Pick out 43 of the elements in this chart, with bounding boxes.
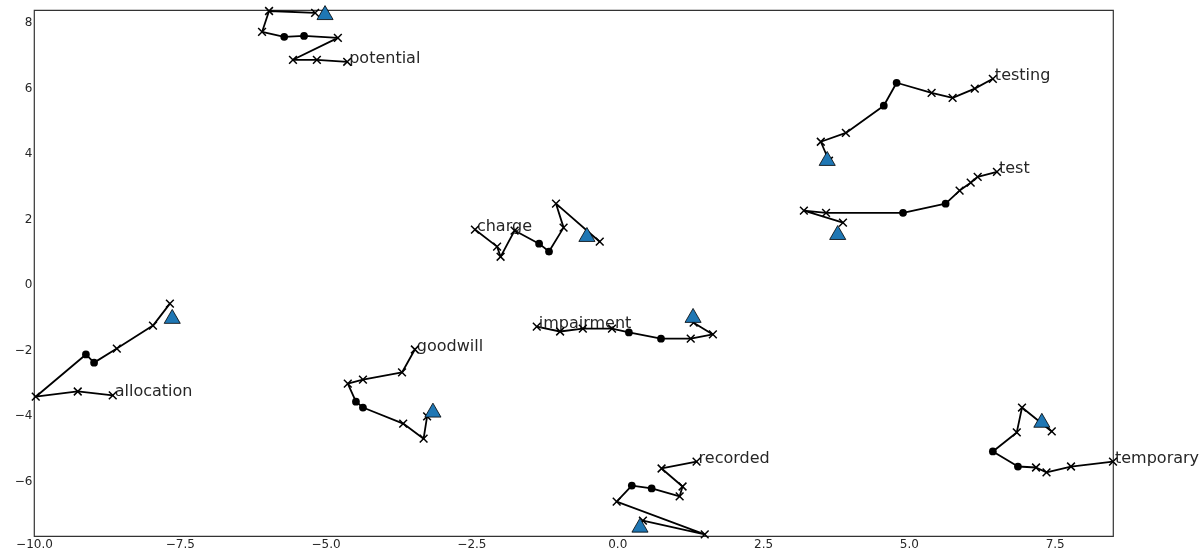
- x-tick-label: 0.0: [608, 536, 628, 551]
- x-tick-label: −2.5: [457, 536, 487, 551]
- y-tick-label: −4: [14, 408, 33, 423]
- series-label: goodwill: [416, 335, 484, 355]
- x-tick-label: −5.0: [311, 536, 341, 551]
- series-label: recorded: [698, 447, 770, 467]
- point: [657, 334, 665, 343]
- x-tick-label: 7.5: [1045, 536, 1065, 551]
- x-tick-label: −10.0: [16, 536, 53, 551]
- point: [941, 199, 950, 208]
- y-tick-label: 0: [24, 277, 33, 292]
- series-label: testing: [994, 64, 1051, 84]
- point: [535, 239, 543, 248]
- y-tick-label: −2: [14, 342, 33, 357]
- series-label: temporary: [1115, 447, 1199, 467]
- series-label: potential: [349, 47, 421, 67]
- line-series: [802, 171, 998, 224]
- point: [627, 481, 636, 490]
- x-tick-label: −7.5: [165, 536, 195, 551]
- x-tick-label: 5.0: [899, 536, 919, 551]
- y-tick-label: −6: [14, 473, 33, 488]
- point: [359, 403, 367, 412]
- y-tick-label: 8: [24, 14, 33, 29]
- point: [899, 209, 907, 217]
- point: [988, 447, 997, 456]
- point: [280, 33, 289, 41]
- point: [879, 101, 888, 110]
- point: [647, 484, 656, 493]
- point: [352, 397, 360, 406]
- series-label: impairment: [538, 312, 632, 332]
- series-label: test: [998, 157, 1030, 177]
- point: [545, 247, 553, 256]
- y-tick-label: 4: [24, 146, 33, 161]
- point: [82, 350, 90, 359]
- x-tick-label: 2.5: [754, 536, 774, 551]
- y-tick-label: 2: [24, 211, 33, 226]
- series-label: allocation: [114, 381, 193, 401]
- point: [892, 78, 901, 87]
- point: [1014, 462, 1022, 471]
- y-tick-label: 6: [24, 80, 33, 95]
- series-label: charge: [476, 215, 532, 235]
- point: [90, 358, 98, 367]
- point: [300, 32, 308, 40]
